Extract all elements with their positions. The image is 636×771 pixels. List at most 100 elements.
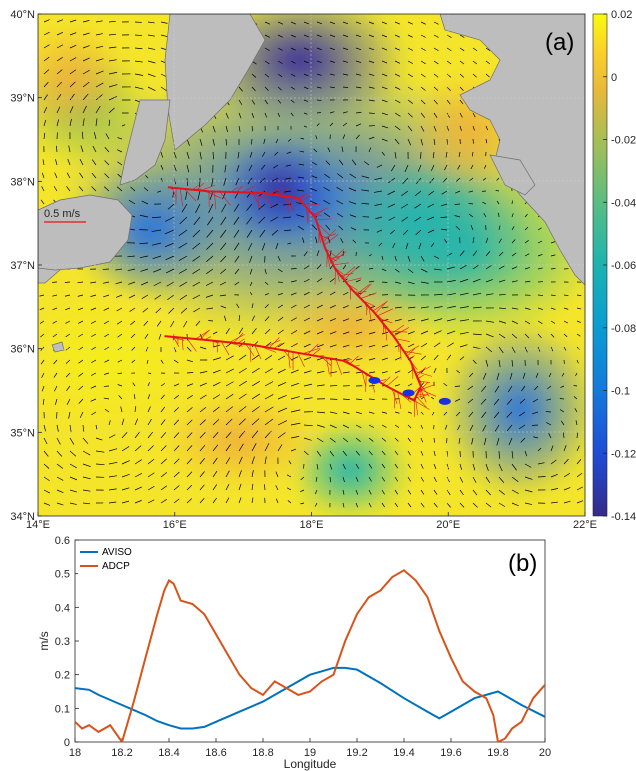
quiver-arrow xyxy=(446,318,456,322)
quiver-arrow xyxy=(420,47,426,51)
quiver-arrow xyxy=(576,294,582,296)
quiver-arrow xyxy=(164,242,175,248)
quiver-arrow xyxy=(433,86,439,91)
quiver-arrow xyxy=(457,164,461,170)
data-point-adcp xyxy=(297,694,300,696)
quiver-arrow xyxy=(238,112,242,119)
quiver-arrow xyxy=(420,112,426,118)
adcp-vector xyxy=(229,334,245,343)
quiver-arrow xyxy=(277,329,284,335)
quiver-arrow xyxy=(173,432,180,439)
quiver-arrow xyxy=(223,315,227,322)
quiver-arrow xyxy=(290,448,297,452)
quiver-arrow xyxy=(511,346,516,353)
quiver-arrow xyxy=(407,112,413,118)
quiver-arrow xyxy=(374,203,383,206)
data-point-adcp xyxy=(75,721,76,723)
quiver-arrow xyxy=(117,372,123,375)
quiver-arrow xyxy=(550,268,556,270)
quiver-arrow xyxy=(199,138,203,146)
quiver-arrow xyxy=(43,119,47,127)
quiver-arrow xyxy=(381,60,388,64)
quiver-arrow xyxy=(548,433,552,439)
adcp-vector xyxy=(330,254,344,260)
quiver-arrow xyxy=(181,203,188,213)
quiver-arrow xyxy=(459,125,462,131)
quiver-arrow xyxy=(160,383,166,387)
map-y-tick-label: 37°N xyxy=(10,260,35,272)
quiver-arrow xyxy=(303,60,309,64)
data-point-adcp xyxy=(226,653,229,656)
data-point-adcp xyxy=(504,737,506,740)
quiver-arrow xyxy=(290,47,296,51)
quiver-arrow xyxy=(524,476,533,480)
land-sardinia-sicily xyxy=(164,14,266,151)
quiver-arrow xyxy=(394,99,401,104)
quiver-arrow xyxy=(251,497,254,504)
quiver-arrow xyxy=(199,394,207,400)
quiver-arrow xyxy=(550,241,556,244)
quiver-arrow xyxy=(82,476,91,480)
quiver-arrow xyxy=(208,203,214,213)
map-y-tick-label: 40°N xyxy=(10,9,35,21)
quiver-arrow xyxy=(158,333,162,340)
quiver-arrow xyxy=(290,382,300,387)
quiver-arrow xyxy=(147,34,155,37)
quiver-arrow xyxy=(67,158,71,166)
quiver-arrow xyxy=(414,190,422,197)
quiver-arrow xyxy=(342,134,346,140)
quiver-arrow xyxy=(298,163,305,166)
quiver-arrow xyxy=(303,356,312,361)
adcp-vector xyxy=(408,355,415,359)
data-point-aviso xyxy=(309,673,311,676)
quiver-arrow xyxy=(134,86,144,90)
quiver-arrow xyxy=(368,136,375,140)
quiver-arrow xyxy=(145,175,149,179)
quiver-arrow xyxy=(576,307,582,310)
adcp-vector xyxy=(252,192,262,209)
quiver-arrow xyxy=(532,398,539,403)
quiver-arrow xyxy=(192,229,201,238)
quiver-arrow xyxy=(550,254,556,257)
quiver-arrow xyxy=(82,20,90,23)
quiver-arrow xyxy=(454,385,461,387)
quiver-arrow xyxy=(128,294,136,299)
quiver-arrow xyxy=(459,463,463,470)
quiver-arrow xyxy=(573,396,578,400)
quiver-arrow xyxy=(300,476,305,481)
track-marker xyxy=(402,389,415,397)
quiver-arrow xyxy=(43,489,51,494)
quiver-arrow xyxy=(284,229,292,232)
data-point-aviso xyxy=(508,697,511,700)
data-point-aviso xyxy=(332,667,335,669)
quiver-arrow xyxy=(195,320,201,326)
adcp-vector xyxy=(309,210,314,218)
data-point-aviso xyxy=(438,717,441,720)
quiver-arrow xyxy=(316,411,326,414)
x-axis-label: Longitude xyxy=(284,757,337,771)
adcp-vector xyxy=(266,193,282,197)
adcp-vector xyxy=(283,195,295,212)
adcp-vector xyxy=(377,308,393,317)
quiver-arrow xyxy=(186,484,193,491)
adcp-vector xyxy=(302,203,320,205)
quiver-arrow xyxy=(128,199,136,205)
quiver-arrow xyxy=(355,21,362,25)
quiver-arrow xyxy=(495,190,500,192)
quiver-arrow xyxy=(494,385,500,393)
quiver-arrow xyxy=(550,459,557,465)
adcp-vector xyxy=(379,318,393,324)
quiver-arrow xyxy=(225,393,234,400)
quiver-arrow xyxy=(394,138,400,145)
data-point-aviso xyxy=(473,697,476,700)
quiver-arrow xyxy=(355,424,362,429)
quiver-arrow xyxy=(373,190,383,193)
quiver-arrow xyxy=(472,333,482,336)
quiver-arrow xyxy=(220,216,227,226)
quiver-arrow xyxy=(459,476,464,483)
quiver-arrow xyxy=(264,316,270,322)
quiver-arrow xyxy=(355,331,363,335)
quiver-arrow xyxy=(52,307,58,311)
quiver-arrow xyxy=(77,281,84,284)
adcp-vector xyxy=(204,190,222,199)
